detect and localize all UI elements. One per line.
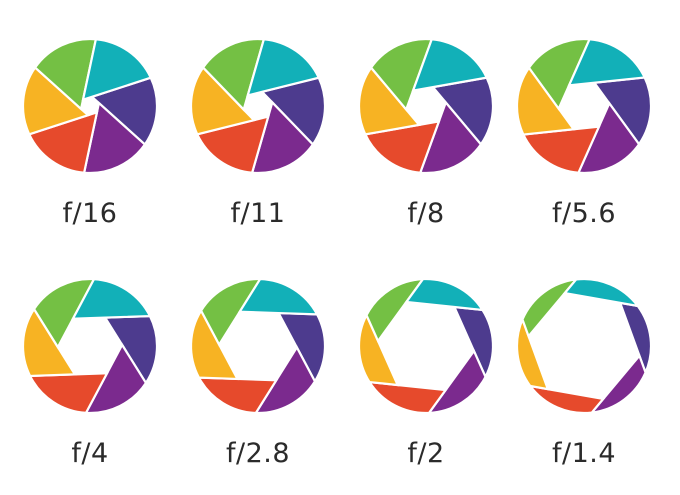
aperture-item: f/5.6 [504,30,664,230]
aperture-opening [378,301,474,391]
aperture-opening [243,91,273,121]
f-stop-label: f/5.6 [551,198,617,229]
aperture-rim [190,278,326,414]
f-stop-label: f/2.8 [225,438,291,469]
aperture-rim [22,278,158,414]
aperture-opening [528,293,640,399]
aperture-rim [190,38,326,174]
aperture-item: f/8 [346,30,506,230]
aperture-icon [189,37,327,175]
aperture-opening [57,317,123,375]
aperture-item: f/1.4 [504,270,664,470]
aperture-opening [81,96,99,116]
f-stop-label: f/4 [71,438,109,469]
aperture-icon [189,277,327,415]
aperture-rim [516,278,652,414]
aperture-item: f/11 [178,30,338,230]
aperture-rim [516,38,652,174]
aperture-item: f/16 [10,30,170,230]
aperture-icon [357,37,495,175]
aperture-rim [358,38,494,174]
aperture-opening [406,87,446,125]
aperture-opening [558,82,610,130]
aperture-rim [358,278,494,414]
aperture-rim [22,38,158,174]
aperture-icon [21,37,159,175]
aperture-item: f/4 [10,270,170,470]
f-stop-label: f/8 [407,198,445,229]
aperture-icon [21,277,159,415]
f-stop-label: f/2 [407,438,445,469]
aperture-icon [515,37,653,175]
f-stop-label: f/11 [230,198,286,229]
f-stop-label: f/16 [62,198,118,229]
aperture-icon [515,277,653,415]
f-stop-label: f/1.4 [551,438,617,469]
aperture-item: f/2.8 [178,270,338,470]
aperture-item: f/2 [346,270,506,470]
aperture-icon [357,277,495,415]
aperture-opening [219,311,297,381]
